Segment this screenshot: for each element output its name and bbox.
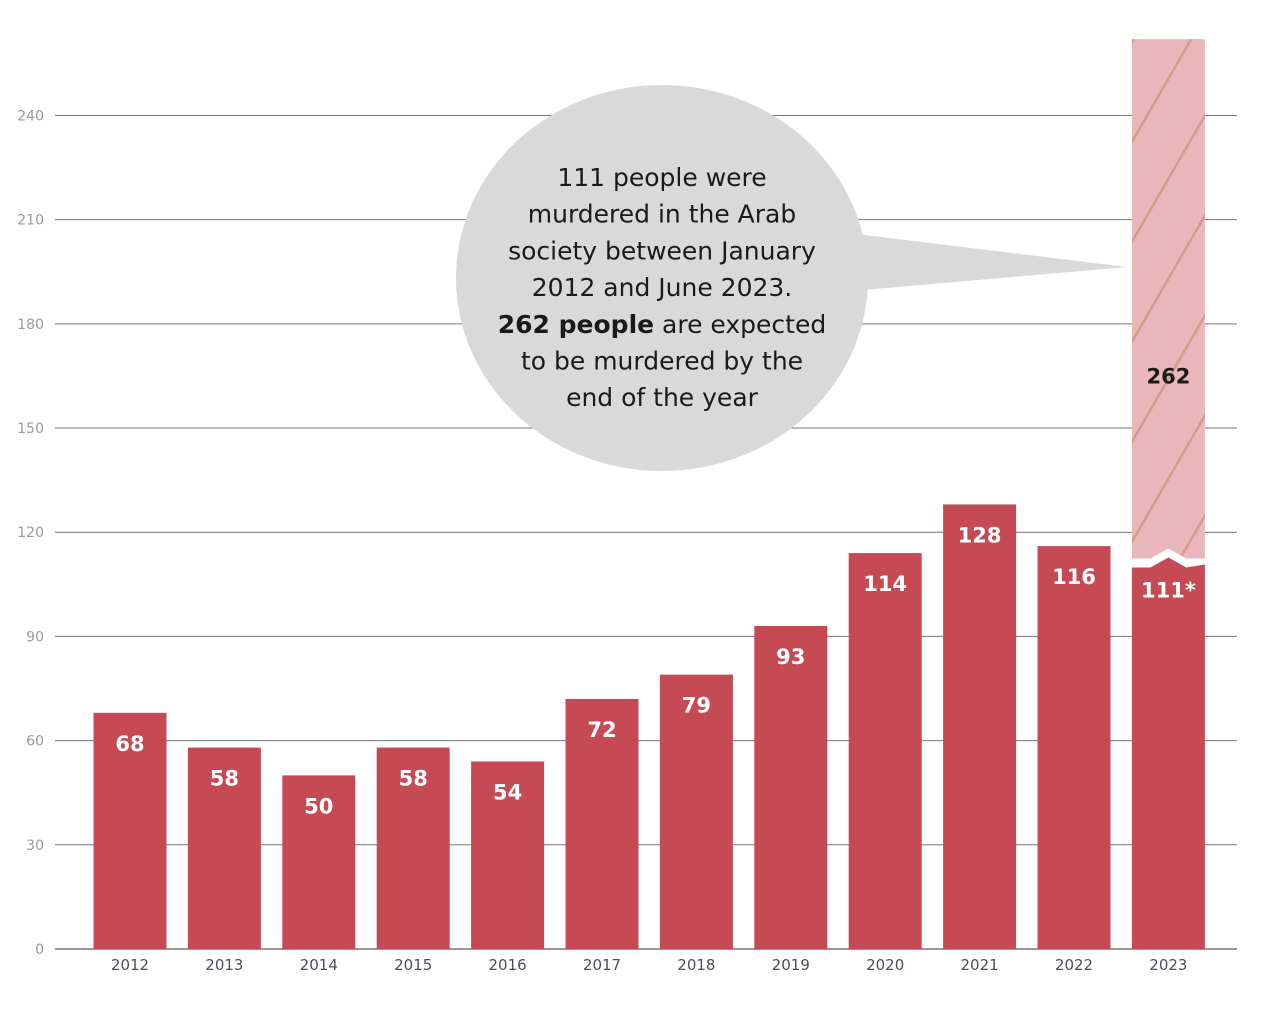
y-tick-label: 30 — [26, 838, 44, 854]
y-tick-label: 210 — [17, 213, 44, 229]
callout-text-line: 2012 and June 2023. — [532, 273, 793, 302]
bar — [187, 747, 261, 949]
y-tick-label: 60 — [26, 734, 44, 750]
callout-text: to be murdered by the — [521, 347, 803, 376]
callout-bubble — [456, 85, 868, 471]
bar-value-label: 128 — [958, 523, 1002, 547]
x-tick-label: 2022 — [1055, 956, 1093, 974]
bar — [93, 712, 167, 949]
callout-emphasis: 262 people — [498, 310, 654, 339]
bar — [565, 698, 639, 949]
x-tick-label: 2021 — [961, 956, 999, 974]
bar-value-label: 114 — [863, 572, 907, 596]
x-tick-label: 2023 — [1149, 956, 1187, 974]
y-tick-label: 120 — [17, 525, 44, 541]
y-tick-label: 0 — [35, 942, 44, 958]
bar-value-label: 58 — [210, 767, 239, 791]
x-tick-label: 2020 — [866, 956, 904, 974]
x-tick-label: 2013 — [205, 956, 243, 974]
x-tick-label: 2012 — [111, 956, 149, 974]
y-tick-label: 240 — [17, 108, 44, 124]
bar-value-label: 54 — [493, 780, 522, 804]
callout-text: end of the year — [566, 383, 759, 412]
projection-bar — [1131, 39, 1205, 559]
projection-label: 262 — [1146, 364, 1190, 388]
y-tick-label: 180 — [17, 317, 44, 333]
bar — [943, 504, 1017, 949]
callout-text: society between January — [508, 236, 816, 265]
y-tick-label: 150 — [17, 421, 44, 437]
callout-text-line: to be murdered by the — [521, 347, 803, 376]
bar — [471, 761, 545, 949]
callout-text: 111 people were — [557, 163, 766, 192]
callout-text: are expected — [654, 310, 826, 339]
bar — [1037, 546, 1111, 949]
bar — [754, 626, 828, 949]
bar-value-label: 72 — [587, 718, 616, 742]
bar-value-label: 50 — [304, 794, 333, 818]
callout-text: 2012 and June 2023. — [532, 273, 793, 302]
x-tick-label: 2016 — [489, 956, 527, 974]
x-tick-label: 2014 — [300, 956, 338, 974]
bar-value-label: 79 — [682, 694, 711, 718]
callout-text-line: society between January — [508, 236, 816, 265]
y-tick-label: 90 — [26, 629, 44, 645]
x-tick-label: 2017 — [583, 956, 621, 974]
callout-text: murdered in the Arab — [528, 200, 797, 229]
callout-text-line: murdered in the Arab — [528, 200, 797, 229]
bar-value-label: 93 — [776, 645, 805, 669]
x-tick-label: 2018 — [677, 956, 715, 974]
x-tick-label: 2019 — [772, 956, 810, 974]
bar — [1131, 557, 1205, 949]
bar-value-label: 68 — [115, 732, 144, 756]
bar — [848, 553, 922, 949]
bar — [376, 747, 450, 949]
callout-pointer — [840, 232, 1127, 292]
callout-text-line: 111 people were — [557, 163, 766, 192]
bar — [659, 674, 733, 949]
bar — [282, 775, 356, 949]
bar-value-label: 111* — [1141, 578, 1196, 602]
x-tick-label: 2015 — [394, 956, 432, 974]
bar-value-label: 116 — [1052, 565, 1096, 589]
callout-text-line: end of the year — [566, 383, 759, 412]
bar-value-label: 58 — [399, 767, 428, 791]
callout-text-line: 262 people are expected — [498, 310, 826, 339]
